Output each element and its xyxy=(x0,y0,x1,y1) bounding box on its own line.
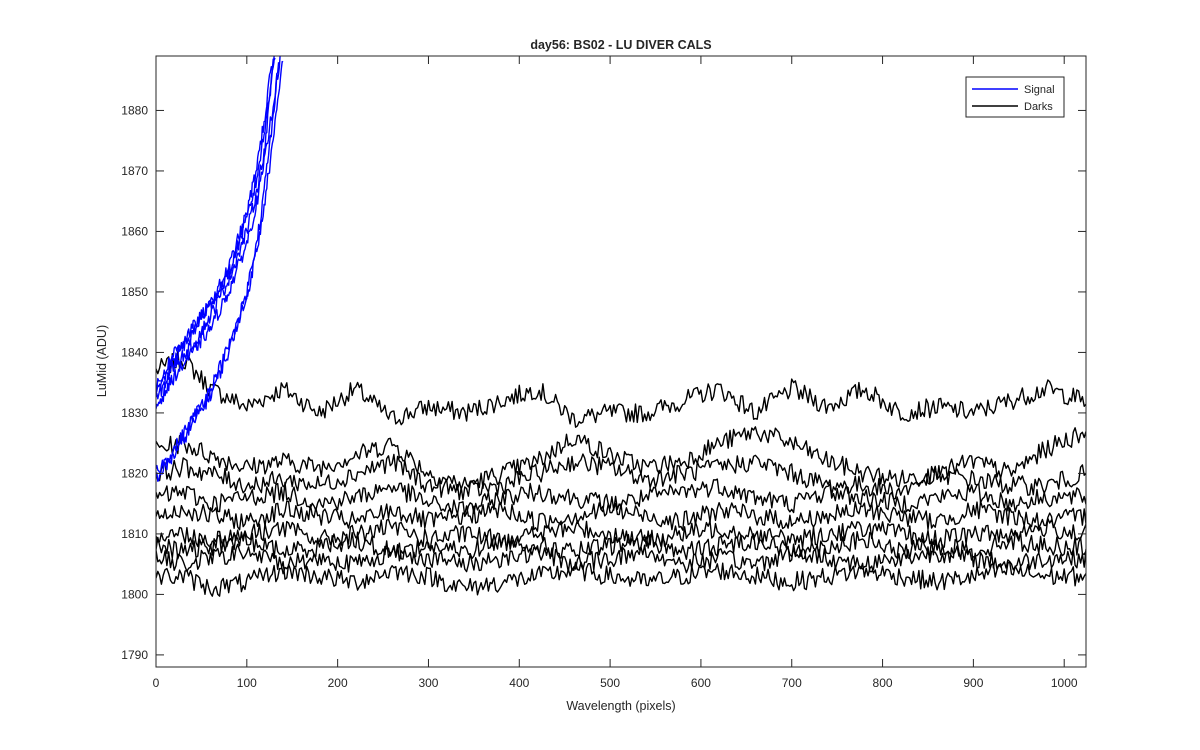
x-tick-label: 200 xyxy=(328,676,348,690)
darks-trace-14 xyxy=(156,561,1086,597)
y-tick-label: 1830 xyxy=(121,406,148,420)
y-tick-label: 1800 xyxy=(121,587,148,601)
y-axis-label: LuMid (ADU) xyxy=(95,325,109,397)
signal-trace-4 xyxy=(156,60,284,474)
x-tick-label: 700 xyxy=(782,676,802,690)
legend-box xyxy=(965,76,1065,118)
y-tick-label: 1880 xyxy=(121,103,148,117)
axes-box xyxy=(155,55,1087,668)
darks-trace-6 xyxy=(156,350,1086,428)
y-tick-label: 1870 xyxy=(121,164,148,178)
signal-trace-2 xyxy=(156,60,275,395)
x-tick-label: 300 xyxy=(418,676,438,690)
legend: Signal Darks xyxy=(965,76,1065,118)
legend-label-darks: Darks xyxy=(1024,101,1053,113)
plot-area xyxy=(156,56,1086,667)
signal-trace-1 xyxy=(156,56,281,410)
darks-trace-13 xyxy=(156,543,1086,575)
y-tick-label: 1820 xyxy=(121,466,148,480)
x-tick-label: 0 xyxy=(153,676,160,690)
chart-title: day56: BS02 - LU DIVER CALS xyxy=(530,38,711,52)
x-tick-label: 900 xyxy=(963,676,983,690)
signal-trace-3 xyxy=(156,57,276,390)
legend-label-signal: Signal xyxy=(1024,84,1055,96)
signal-trace-5 xyxy=(156,62,280,482)
darks-trace-12 xyxy=(156,531,1086,561)
darks-trace-7 xyxy=(156,426,1086,491)
x-axis: 0 100 200 300 400 500 600 700 800 900 1000 xyxy=(153,56,1078,690)
series-layer xyxy=(156,56,1086,597)
y-tick-label: 1850 xyxy=(121,285,148,299)
x-tick-label: 600 xyxy=(691,676,711,690)
darks-trace-10 xyxy=(156,500,1086,532)
darks-trace-8 xyxy=(156,453,1086,501)
y-tick-label: 1840 xyxy=(121,345,148,359)
x-axis-label: Wavelength (pixels) xyxy=(566,699,675,713)
x-tick-label: 1000 xyxy=(1051,676,1078,690)
x-tick-label: 800 xyxy=(873,676,893,690)
x-tick-label: 500 xyxy=(600,676,620,690)
y-tick-label: 1860 xyxy=(121,224,148,238)
y-axis: 1790 1800 1810 1820 1830 1840 1850 1860 1870 1880 xyxy=(121,103,1086,662)
y-tick-label: 1790 xyxy=(121,648,148,662)
x-tick-label: 400 xyxy=(509,676,529,690)
x-tick-label: 100 xyxy=(237,676,257,690)
y-tick-label: 1810 xyxy=(121,527,148,541)
